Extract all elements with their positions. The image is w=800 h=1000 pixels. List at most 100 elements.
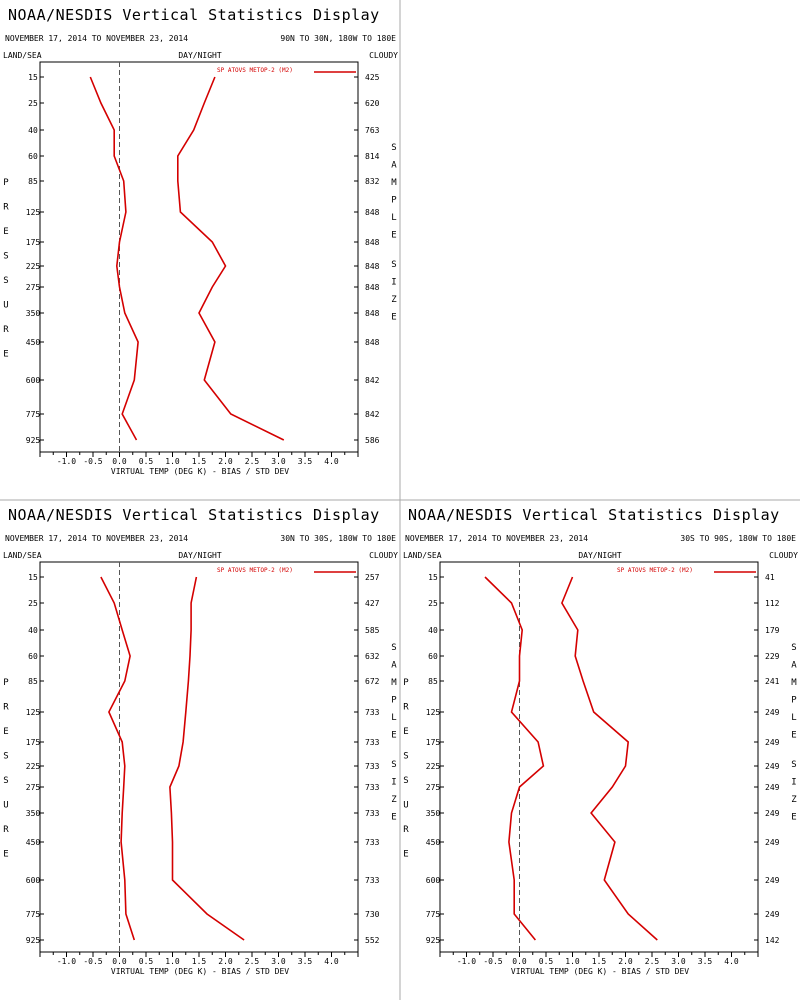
sample-size-title-letter: L [391,713,396,723]
sample-size-label: 249 [765,838,780,847]
pressure-title-letter: S [3,776,8,786]
sample-size-title-letter: Z [391,795,397,805]
y-tick-label: 450 [426,838,441,847]
sample-size-label: 730 [365,910,380,919]
sample-size-title-letter: S [791,643,796,653]
sample-size-title-letter: S [391,260,396,270]
time-label: DAY/NIGHT [178,51,222,60]
x-tick-label: 1.5 [192,957,207,966]
sky-label: CLOUDY [369,551,398,560]
x-tick-label: 3.0 [271,457,286,466]
pressure-title-letter: E [403,850,408,860]
y-tick-label: 225 [26,262,41,271]
y-tick-label: 40 [28,626,38,635]
x-tick-label: 1.0 [165,957,180,966]
sample-size-title-letter: I [391,778,396,788]
y-tick-label: 275 [26,283,41,292]
y-tick-label: 15 [28,73,38,82]
pressure-title-letter: P [3,678,9,688]
sample-size-label: 763 [365,126,380,135]
sample-size-label: 733 [365,783,380,792]
plot-frame [439,561,759,953]
sample-size-label: 249 [765,762,780,771]
x-tick-label: 2.0 [218,457,233,466]
x-tick-label: -0.5 [483,957,502,966]
sample-size-label: 733 [365,762,380,771]
bias-line [89,76,139,441]
x-tick-label: 1.5 [192,457,207,466]
y-tick-label: 60 [28,652,38,661]
y-tick-label: 450 [26,338,41,347]
x-axis-label: VIRTUAL TEMP (DEG K) - BIAS / STD DEV [511,967,689,976]
sample-size-label: 229 [765,652,780,661]
sample-size-title-letter: A [391,161,397,171]
y-tick-label: 125 [26,708,41,717]
sample-size-title-letter: I [791,778,796,788]
pressure-title-letter: E [3,227,8,237]
y-tick-label: 15 [28,573,38,582]
plot-frame [39,561,359,953]
sample-size-title-letter: L [391,213,396,223]
stats-panel: NOAA/NESDIS Vertical Statistics Display N… [3,6,398,476]
sample-size-title-letter: A [391,661,397,671]
legend-label: SP ATOVS METOP-2 (M2) [217,67,293,74]
surface-label: LAND/SEA [3,551,42,560]
x-tick-label: 4.0 [324,457,339,466]
x-axis-label: VIRTUAL TEMP (DEG K) - BIAS / STD DEV [111,967,289,976]
x-tick-label: 2.5 [245,457,260,466]
x-tick-label: 3.5 [298,957,313,966]
y-tick-label: 125 [426,708,441,717]
legend-label: SP ATOVS METOP-2 (M2) [617,567,693,574]
y-tick-label: 600 [26,876,41,885]
pressure-title-letter: U [3,801,8,811]
std-dev-line [561,576,658,941]
pressure-title-letter: P [403,678,409,688]
x-tick-label: -1.0 [457,957,476,966]
y-tick-label: 40 [428,626,438,635]
time-label: DAY/NIGHT [578,551,622,560]
x-tick-label: 1.5 [592,957,607,966]
pressure-title-letter: E [403,727,408,737]
sample-size-label: 585 [365,626,380,635]
x-tick-label: 3.5 [298,457,313,466]
sample-size-label: 733 [365,708,380,717]
panel-title: NOAA/NESDIS Vertical Statistics Display [8,506,380,524]
sample-size-label: 848 [365,208,380,217]
sample-size-label: 249 [765,809,780,818]
sample-size-label: 249 [765,708,780,717]
region-label: 30N TO 30S, 180W TO 180E [280,534,396,543]
sample-size-title-letter: E [791,813,796,823]
x-tick-label: 1.0 [565,957,580,966]
bias-line [484,576,545,941]
sample-size-label: 586 [365,436,380,445]
sample-size-label: 427 [365,599,380,608]
plot-frame [39,61,359,453]
pressure-title-letter: U [403,801,408,811]
y-tick-label: 175 [26,738,41,747]
x-tick-label: 0.5 [539,957,554,966]
pressure-title-letter: R [3,325,9,335]
sample-size-label: 848 [365,238,380,247]
sample-size-label: 733 [365,876,380,885]
sample-size-label: 848 [365,338,380,347]
pressure-title-letter: S [403,752,408,762]
pressure-title-letter: R [403,825,409,835]
bias-line [100,576,136,941]
sample-size-label: 814 [365,152,380,161]
region-label: 90N TO 30N, 180W TO 180E [280,34,396,43]
x-axis-label: VIRTUAL TEMP (DEG K) - BIAS / STD DEV [111,467,289,476]
sample-size-label: 632 [365,652,380,661]
x-tick-label: 0.0 [112,957,127,966]
x-tick-label: 3.0 [671,957,686,966]
sample-size-label: 848 [365,309,380,318]
pressure-title-letter: R [403,703,409,713]
sample-size-label: 249 [765,738,780,747]
pressure-title-letter: S [3,252,8,262]
x-tick-label: -0.5 [83,957,102,966]
y-tick-label: 450 [26,838,41,847]
pressure-title-letter: R [3,703,9,713]
y-tick-label: 350 [426,809,441,818]
stats-panel: NOAA/NESDIS Vertical Statistics Display N… [403,506,798,976]
sample-size-title-letter: E [391,231,396,241]
